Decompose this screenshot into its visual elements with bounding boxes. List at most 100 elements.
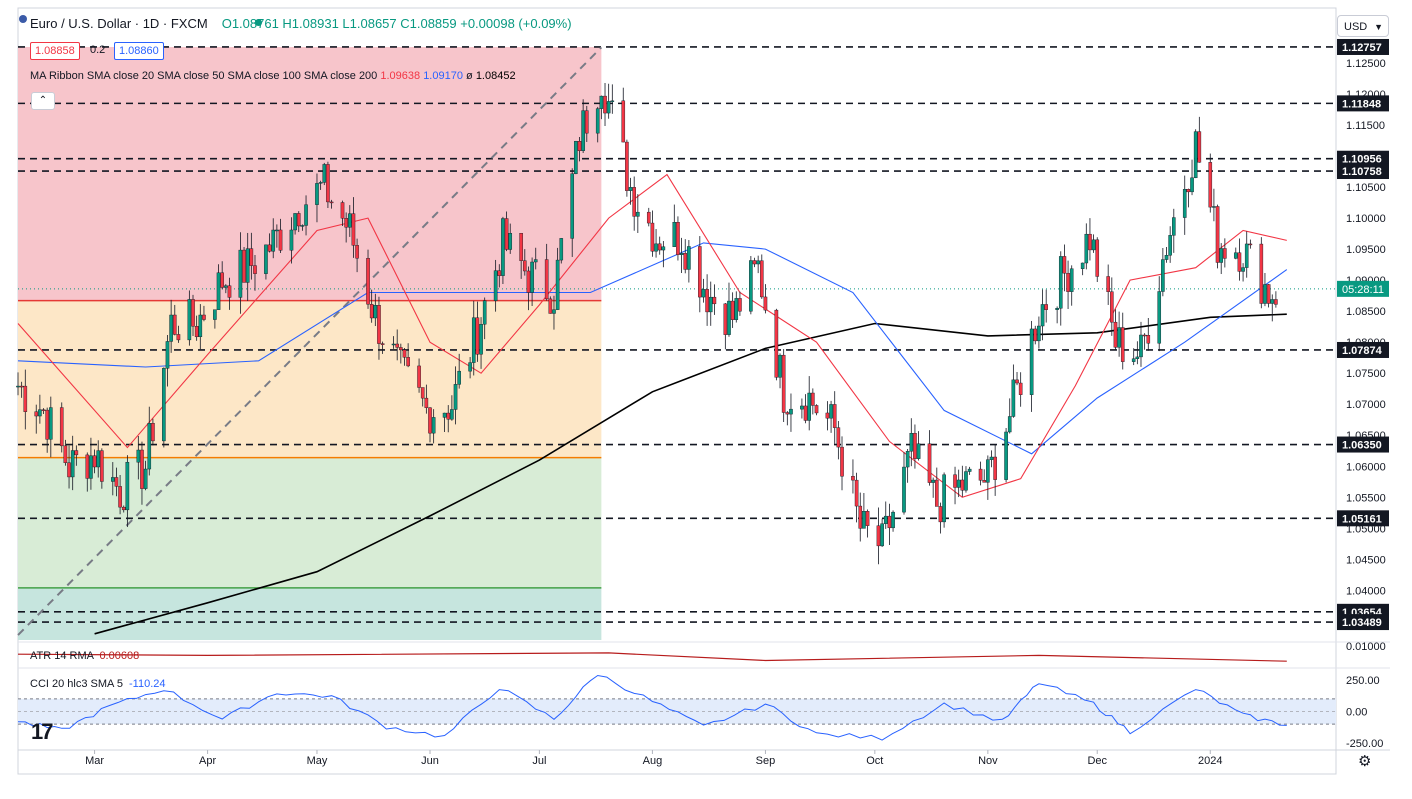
candle-body (1139, 334, 1143, 358)
candle-body (187, 299, 192, 341)
candle-body (734, 298, 739, 320)
level-price-label: 1.10956 (1342, 154, 1382, 166)
candle-body (1193, 131, 1198, 179)
candle-body (1182, 189, 1187, 218)
level-price-label: 1.10758 (1342, 166, 1382, 178)
candle-body (49, 407, 53, 440)
candle-body (738, 298, 742, 312)
candle-body (956, 479, 961, 488)
symbol-title: Euro / U.S. Dollar · 1D · FXCM (30, 16, 208, 31)
ma-ribbon-legend[interactable]: MA Ribbon SMA close 20 SMA close 50 SMA … (30, 70, 516, 82)
candle-body (621, 100, 626, 143)
fib-zone (18, 457, 602, 588)
candle-body (862, 511, 866, 529)
candle-body (377, 305, 381, 344)
candle-body (1266, 284, 1271, 304)
fib-zone (18, 587, 602, 640)
candle-body (224, 285, 228, 288)
currency-select[interactable]: USD ▼ (1337, 15, 1389, 37)
candle-body (1274, 299, 1278, 305)
candle-body (530, 261, 534, 293)
candle-body (471, 317, 476, 363)
candle-body (785, 412, 790, 415)
level-price-tag (1337, 436, 1389, 453)
candle-body (501, 218, 505, 276)
y-tick-label: 1.11500 (1346, 120, 1385, 132)
candle-body (249, 248, 254, 266)
tradingview-logo: 17 (31, 719, 54, 744)
candle-body (326, 164, 330, 203)
candle-body (479, 324, 483, 355)
candle-body (989, 456, 994, 460)
candle-body (1058, 256, 1063, 309)
candle-body (876, 525, 881, 547)
candle-body (1186, 189, 1191, 193)
candle-body (402, 349, 407, 358)
candle-body (351, 213, 356, 246)
atr-label: ATR 14 RMA (30, 650, 94, 662)
candle-body (986, 459, 990, 483)
candle-body (814, 405, 819, 414)
candle-body (417, 365, 421, 388)
candle-body (504, 218, 509, 250)
level-price-label: 1.05161 (1342, 513, 1382, 525)
y-tick-label: 1.09500 (1346, 244, 1386, 256)
candle-body (960, 479, 965, 491)
candle-body (318, 182, 323, 184)
candle-body (468, 362, 472, 372)
candle-body (603, 95, 607, 114)
cci-legend[interactable]: CCI 20 hlc3 SMA 5 -110.24 (30, 678, 166, 690)
candle-body (38, 409, 42, 417)
candle-body (606, 101, 611, 114)
y-tick-label: 1.07500 (1346, 368, 1386, 380)
candle-body (1146, 335, 1151, 344)
candle-body (1215, 206, 1220, 263)
candle-body (493, 270, 498, 301)
candle-body (891, 511, 895, 529)
collapse-legend-button[interactable]: ⌃ (31, 92, 55, 110)
candle-body (858, 505, 863, 529)
candle-body (442, 412, 447, 418)
fib-zone (18, 46, 602, 301)
atr-legend[interactable]: ATR 14 RMA 0.00608 (30, 650, 139, 662)
candle-body (519, 233, 523, 261)
candle-body (676, 222, 680, 255)
buy-price-button[interactable]: 1.08860 (114, 42, 164, 60)
candle-body (650, 222, 655, 252)
candle-body (431, 417, 436, 434)
candle-body (1190, 177, 1194, 193)
candle-body (854, 479, 859, 507)
y-tick-label: 1.04500 (1346, 554, 1386, 566)
candle-body (23, 385, 28, 412)
candle-body (395, 343, 399, 348)
sma50-value: 1.09170 (423, 70, 463, 82)
candle-body (275, 229, 279, 232)
symbol-header[interactable]: Euro / U.S. Dollar · 1D · FXCM O1.08761 H… (30, 16, 572, 31)
candle-body (552, 309, 556, 314)
candle-body (581, 110, 585, 151)
candle-body (420, 387, 425, 399)
candle-body (147, 423, 152, 470)
current-price-tag (1337, 280, 1389, 297)
candle-body (654, 243, 658, 252)
candle-body (347, 213, 352, 228)
sma200-value: 1.08452 (475, 70, 516, 82)
candle-body (1244, 243, 1249, 268)
candle-body (136, 449, 141, 463)
candle-body (1055, 308, 1059, 310)
candle-body (329, 201, 334, 204)
candle-body (577, 140, 582, 151)
candle-body (905, 451, 910, 468)
sell-price-button[interactable]: 1.08858 (30, 42, 80, 60)
candle-body (803, 405, 808, 421)
settings-icon[interactable]: ⚙ (1358, 753, 1372, 770)
candle-body (774, 309, 779, 378)
candle-body (1084, 233, 1089, 264)
candle-body (964, 471, 968, 491)
candle-body (1161, 259, 1165, 292)
candle-body (355, 245, 359, 259)
candle-body (271, 229, 276, 252)
candle-body (752, 260, 757, 265)
